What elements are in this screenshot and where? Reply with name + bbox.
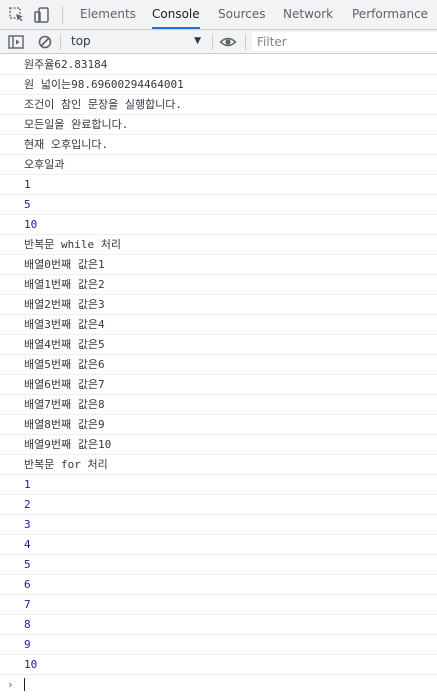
sidebar-toggle-icon[interactable] <box>7 33 25 51</box>
console-message: 반복문 for 처리 <box>0 455 437 475</box>
dropdown-arrow-icon: ▼ <box>194 36 201 46</box>
console-number: 7 <box>0 595 437 615</box>
console-message: 배열2번째 값은3 <box>0 295 437 315</box>
console-number: 5 <box>0 195 437 215</box>
console-output: 원주율62.83184 원 넓이는98.69600294464001 조건이 참… <box>0 55 437 675</box>
console-prompt[interactable]: › <box>0 675 437 695</box>
inspect-element-icon[interactable] <box>8 6 26 24</box>
console-number: 5 <box>0 555 437 575</box>
console-message: 원 넓이는98.69600294464001 <box>0 75 437 95</box>
text-caret <box>24 678 25 691</box>
console-number: 8 <box>0 615 437 635</box>
console-message: 현재 오후입니다. <box>0 135 437 155</box>
console-number: 4 <box>0 535 437 555</box>
console-message: 배열3번째 값은4 <box>0 315 437 335</box>
tab-separator <box>62 6 63 24</box>
console-number: 2 <box>0 495 437 515</box>
devtools-tabbar: Elements Console Sources Network Perform… <box>0 0 437 30</box>
console-number: 6 <box>0 575 437 595</box>
toolbar-separator <box>245 34 246 50</box>
clear-console-icon[interactable] <box>36 33 54 51</box>
console-message: 배열6번째 값은7 <box>0 375 437 395</box>
context-selector[interactable]: top ▼ <box>66 32 206 51</box>
console-number: 9 <box>0 635 437 655</box>
device-toolbar-icon[interactable] <box>33 6 51 24</box>
filter-input[interactable] <box>252 32 437 51</box>
context-value: top <box>71 34 91 48</box>
console-number: 10 <box>0 215 437 235</box>
console-message: 배열1번째 값은2 <box>0 275 437 295</box>
console-message: 반복문 while 처리 <box>0 235 437 255</box>
console-toolbar: top ▼ <box>0 30 437 54</box>
console-number: 3 <box>0 515 437 535</box>
console-message: 배열4번째 값은5 <box>0 335 437 355</box>
console-message: 배열5번째 값은6 <box>0 355 437 375</box>
console-message: 모든일을 완료합니다. <box>0 115 437 135</box>
console-message: 조건이 참인 문장을 실행합니다. <box>0 95 437 115</box>
console-number: 10 <box>0 655 437 675</box>
console-message: 배열0번째 값은1 <box>0 255 437 275</box>
console-message: 배열9번째 값은10 <box>0 435 437 455</box>
console-message: 오후일과 <box>0 155 437 175</box>
live-expression-icon[interactable] <box>219 33 237 51</box>
tab-elements[interactable]: Elements <box>80 7 136 21</box>
console-message: 원주율62.83184 <box>0 55 437 75</box>
console-message: 배열8번째 값은9 <box>0 415 437 435</box>
tab-console[interactable]: Console <box>152 0 200 29</box>
tab-network[interactable]: Network <box>283 7 334 21</box>
console-message: 배열7번째 값은8 <box>0 395 437 415</box>
console-number: 1 <box>0 175 437 195</box>
tab-performance[interactable]: Performance <box>352 7 429 21</box>
toolbar-separator <box>60 34 61 50</box>
prompt-chevron-icon: › <box>7 678 14 691</box>
console-number: 1 <box>0 475 437 495</box>
tab-sources[interactable]: Sources <box>218 7 266 21</box>
toolbar-separator <box>212 34 213 50</box>
